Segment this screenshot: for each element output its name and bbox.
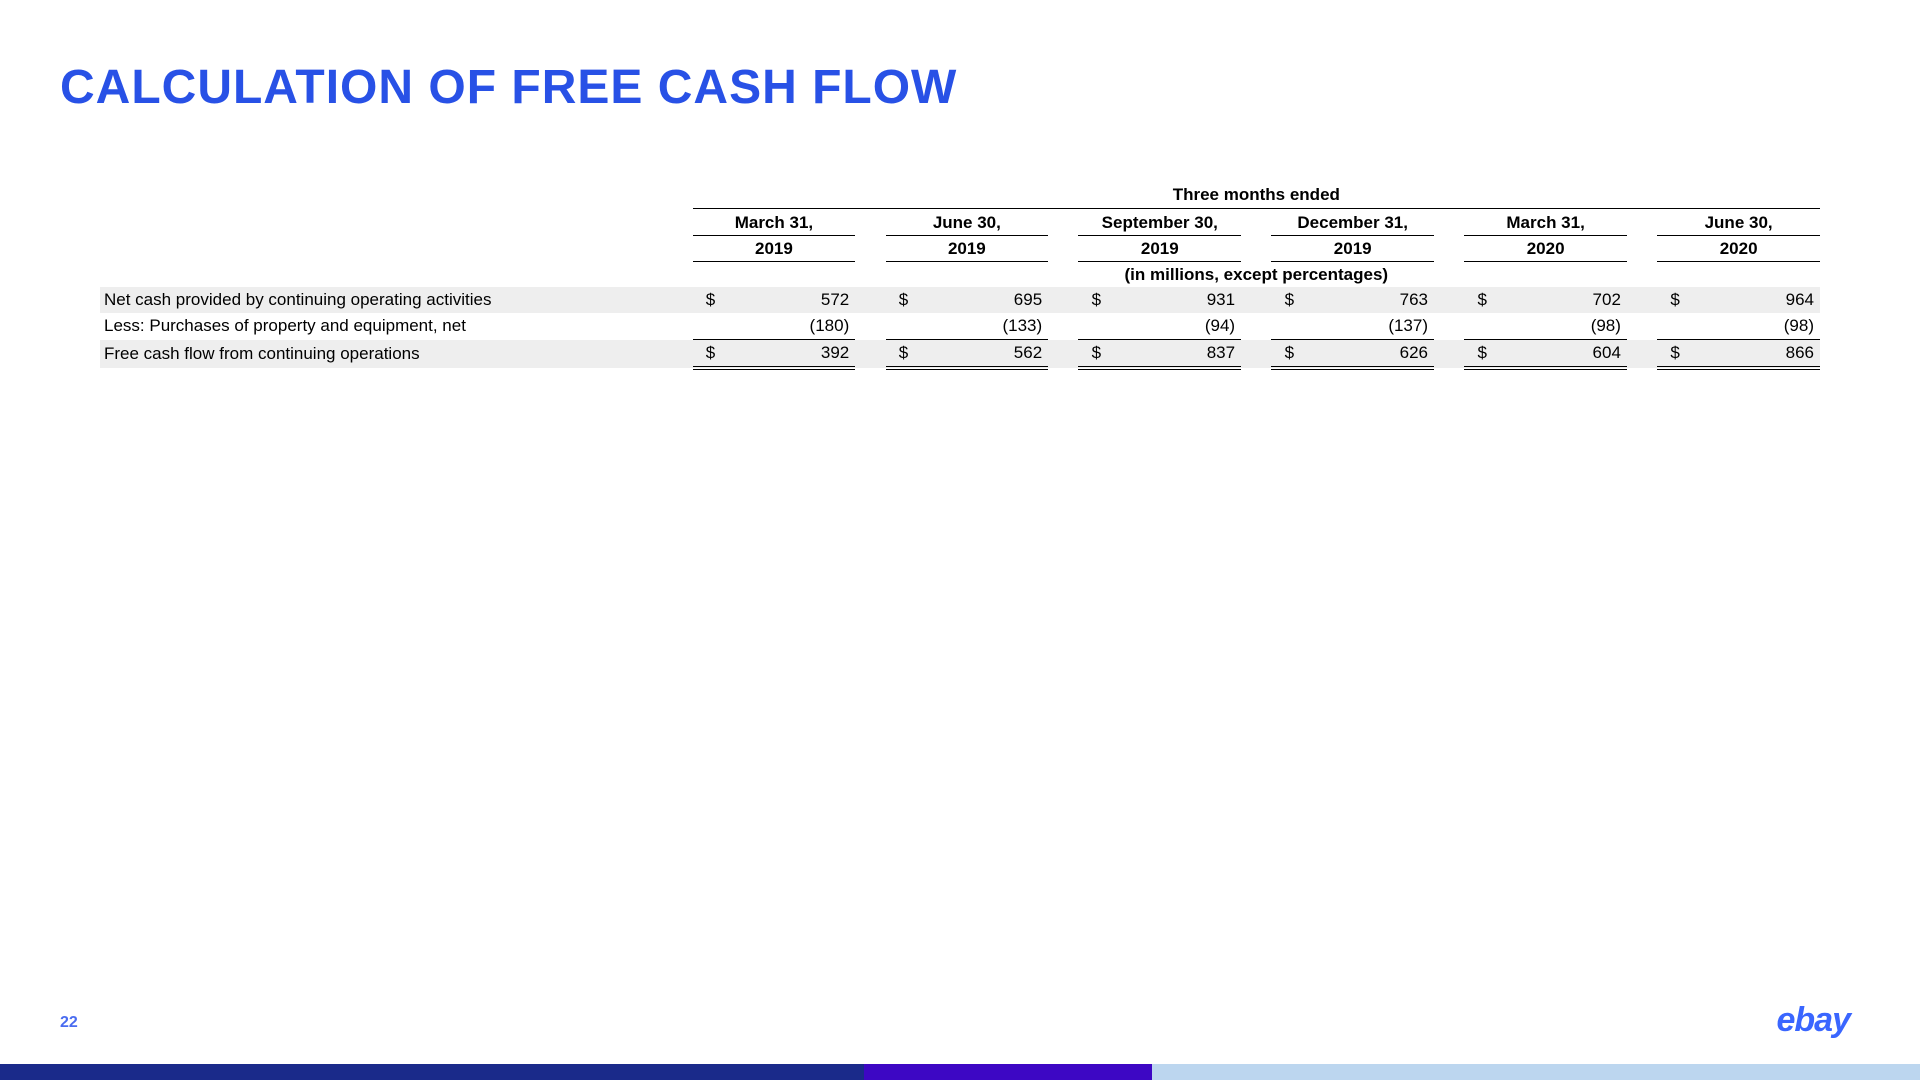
currency-symbol: $ — [1078, 340, 1114, 369]
period-month: September 30, — [1078, 209, 1241, 236]
cell-value: 572 — [728, 287, 855, 313]
cell-value: 562 — [921, 340, 1048, 369]
table-row: Less: Purchases of property and equipmen… — [100, 313, 1820, 340]
cell-value: (94) — [1114, 313, 1241, 340]
fcf-table-container: Three months ended March 31, June 30, Se… — [100, 185, 1820, 370]
currency-symbol — [1271, 313, 1307, 340]
currency-symbol: $ — [1464, 340, 1500, 369]
currency-symbol — [886, 313, 922, 340]
cell-value: 702 — [1500, 287, 1627, 313]
cell-value: (98) — [1500, 313, 1627, 340]
table-row: Net cash provided by continuing operatin… — [100, 287, 1820, 313]
period-month: March 31, — [1464, 209, 1627, 236]
cell-value: (98) — [1693, 313, 1820, 340]
currency-symbol: $ — [886, 287, 922, 313]
currency-symbol: $ — [1271, 287, 1307, 313]
accent-bar-segment — [0, 1064, 864, 1080]
period-year: 2019 — [693, 236, 856, 262]
accent-bar — [0, 1064, 1920, 1080]
row-label: Net cash provided by continuing operatin… — [100, 287, 693, 313]
period-year: 2019 — [886, 236, 1049, 262]
brand-logo: ebay — [1777, 1001, 1851, 1040]
accent-bar-segment — [1152, 1064, 1920, 1080]
cell-value: 763 — [1307, 287, 1434, 313]
currency-symbol: $ — [886, 340, 922, 369]
spanner-header: Three months ended — [693, 185, 1820, 209]
period-month-row: March 31, June 30, September 30, Decembe… — [100, 209, 1820, 236]
fcf-table: Three months ended March 31, June 30, Se… — [100, 185, 1820, 370]
cell-value: (137) — [1307, 313, 1434, 340]
period-month: March 31, — [693, 209, 856, 236]
currency-symbol: $ — [693, 340, 729, 369]
currency-symbol — [693, 313, 729, 340]
currency-symbol — [1078, 313, 1114, 340]
period-year: 2020 — [1657, 236, 1820, 262]
row-label: Free cash flow from continuing operation… — [100, 340, 693, 369]
cell-value: 837 — [1114, 340, 1241, 369]
cell-value: (180) — [728, 313, 855, 340]
cell-value: 964 — [1693, 287, 1820, 313]
currency-symbol: $ — [1078, 287, 1114, 313]
period-year: 2019 — [1078, 236, 1241, 262]
currency-symbol: $ — [1657, 287, 1693, 313]
accent-bar-segment — [864, 1064, 1152, 1080]
cell-value: 626 — [1307, 340, 1434, 369]
cell-value: (133) — [921, 313, 1048, 340]
period-year: 2019 — [1271, 236, 1434, 262]
cell-value: 866 — [1693, 340, 1820, 369]
period-month: June 30, — [886, 209, 1049, 236]
cell-value: 392 — [728, 340, 855, 369]
row-label: Less: Purchases of property and equipmen… — [100, 313, 693, 340]
cell-value: 695 — [921, 287, 1048, 313]
period-month: June 30, — [1657, 209, 1820, 236]
period-month: December 31, — [1271, 209, 1434, 236]
period-year-row: 2019 2019 2019 2019 2020 2020 — [100, 236, 1820, 262]
currency-symbol: $ — [1657, 340, 1693, 369]
page-title: CALCULATION OF FREE CASH FLOW — [60, 60, 1860, 115]
currency-symbol: $ — [693, 287, 729, 313]
currency-symbol — [1657, 313, 1693, 340]
table-row: Free cash flow from continuing operation… — [100, 340, 1820, 369]
units-note: (in millions, except percentages) — [693, 262, 1820, 288]
currency-symbol: $ — [1464, 287, 1500, 313]
table-body: Net cash provided by continuing operatin… — [100, 287, 1820, 368]
period-year: 2020 — [1464, 236, 1627, 262]
cell-value: 604 — [1500, 340, 1627, 369]
table-header: Three months ended March 31, June 30, Se… — [100, 185, 1820, 287]
currency-symbol — [1464, 313, 1500, 340]
page-number: 22 — [60, 1014, 78, 1032]
currency-symbol: $ — [1271, 340, 1307, 369]
cell-value: 931 — [1114, 287, 1241, 313]
